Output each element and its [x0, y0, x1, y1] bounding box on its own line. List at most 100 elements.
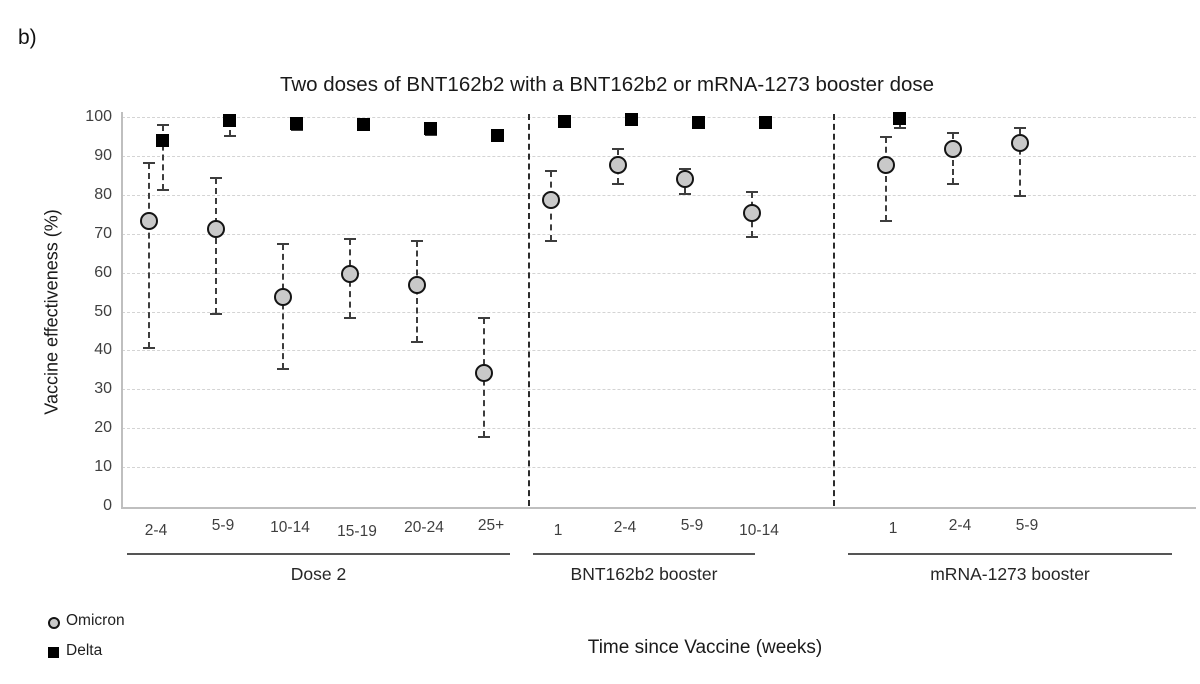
- y-axis-title: Vaccine effectiveness (%): [41, 209, 62, 415]
- error-bar-cap: [679, 192, 691, 195]
- error-bar-cap: [143, 161, 155, 164]
- gridline: [122, 272, 1196, 274]
- delta-marker: [893, 112, 906, 126]
- legend-label: Omicron: [66, 612, 125, 629]
- group-label: BNT162b2 booster: [570, 564, 718, 584]
- error-bar-cap: [157, 188, 169, 191]
- error-bar-cap: [679, 167, 691, 170]
- x-tick-label: 5-9: [680, 517, 704, 534]
- error-bar-cap: [344, 237, 356, 240]
- group-divider: [528, 114, 530, 506]
- gridline: [122, 350, 1196, 352]
- error-bar-cap: [210, 177, 222, 180]
- omicron-marker: [341, 264, 359, 283]
- omicron-error-bar: [952, 133, 954, 185]
- delta-marker: [491, 129, 504, 143]
- y-tick-label: 80: [94, 185, 112, 203]
- legend-label: Delta: [66, 642, 103, 659]
- delta-marker: [424, 121, 437, 135]
- delta-marker: [357, 117, 370, 131]
- error-bar-cap: [143, 346, 155, 349]
- omicron-marker: [207, 219, 225, 238]
- y-tick-label: 50: [94, 302, 112, 320]
- gridline: [122, 155, 1196, 157]
- error-bar-cap: [478, 317, 490, 320]
- omicron-error-bar: [282, 244, 284, 369]
- x-tick-label: 2-4: [948, 517, 972, 534]
- error-bar-cap: [277, 367, 289, 370]
- group-underline: [533, 553, 755, 555]
- x-tick-label: 1: [888, 520, 898, 537]
- error-bar-cap: [947, 183, 959, 186]
- error-bar-cap: [210, 313, 222, 316]
- delta-marker: [692, 115, 705, 129]
- omicron-marker: [877, 155, 895, 174]
- gridline: [122, 117, 1196, 118]
- error-bar-cap: [157, 123, 169, 126]
- gridline: [122, 467, 1196, 469]
- error-bar-cap: [545, 169, 557, 172]
- x-axis-title: Time since Vaccine (weeks): [587, 637, 823, 658]
- error-bar-cap: [224, 135, 236, 138]
- group-divider: [833, 114, 835, 506]
- x-tick-label: 1: [553, 522, 563, 539]
- y-tick-label: 60: [94, 263, 112, 281]
- x-tick-label: 10-14: [270, 519, 310, 536]
- y-tick-label: 40: [94, 341, 112, 359]
- chart-title: Two doses of BNT162b2 with a BNT162b2 or…: [279, 73, 935, 96]
- x-tick-label: 2-4: [613, 519, 637, 536]
- error-bar-cap: [545, 239, 557, 242]
- y-tick-label: 30: [94, 380, 112, 398]
- group-label: Dose 2: [290, 564, 347, 584]
- y-tick-label: 20: [94, 419, 112, 437]
- omicron-marker: [542, 190, 560, 209]
- x-tick-label: 5-9: [211, 517, 235, 534]
- error-bar-cap: [277, 243, 289, 246]
- omicron-marker: [140, 212, 158, 231]
- error-bar-cap: [894, 127, 906, 130]
- error-bar-cap: [411, 340, 423, 343]
- gridline: [122, 311, 1196, 313]
- error-bar-cap: [746, 235, 758, 238]
- y-tick-label: 100: [85, 108, 112, 125]
- error-bar-cap: [291, 129, 303, 132]
- error-bar-cap: [612, 183, 624, 186]
- error-bar-cap: [425, 134, 437, 137]
- gridline: [122, 389, 1196, 391]
- x-tick-label: 25+: [477, 517, 505, 534]
- omicron-marker: [475, 363, 493, 382]
- omicron-marker: [1011, 134, 1029, 153]
- omicron-legend-marker: [48, 617, 60, 629]
- error-bar-cap: [612, 148, 624, 151]
- error-bar-cap: [880, 135, 892, 138]
- omicron-marker: [408, 276, 426, 295]
- gridline: [122, 233, 1196, 235]
- delta-error-bar: [162, 124, 164, 190]
- group-underline: [848, 553, 1172, 555]
- delta-marker: [156, 134, 169, 148]
- omicron-error-bar: [215, 178, 217, 315]
- group-underline: [127, 553, 510, 555]
- omicron-marker: [743, 204, 761, 223]
- x-tick-label: 2-4: [144, 522, 168, 539]
- panel-label: b): [18, 26, 37, 49]
- omicron-marker: [676, 170, 694, 189]
- group-label: mRNA-1273 booster: [930, 564, 1090, 584]
- y-tick-label: 10: [94, 458, 112, 476]
- y-tick-label: 0: [103, 497, 112, 514]
- delta-marker: [759, 116, 772, 130]
- delta-marker: [558, 114, 571, 128]
- omicron-marker: [944, 140, 962, 159]
- x-tick-label: 10-14: [739, 522, 779, 539]
- omicron-error-bar: [885, 136, 887, 222]
- delta-marker: [223, 113, 236, 127]
- error-bar-cap: [344, 317, 356, 320]
- delta-marker: [290, 116, 303, 130]
- omicron-marker: [274, 287, 292, 306]
- error-bar-cap: [1014, 194, 1026, 197]
- y-tick-label: 70: [94, 224, 112, 242]
- delta-legend-marker: [48, 647, 59, 658]
- error-bar-cap: [746, 190, 758, 193]
- gridline: [122, 428, 1196, 430]
